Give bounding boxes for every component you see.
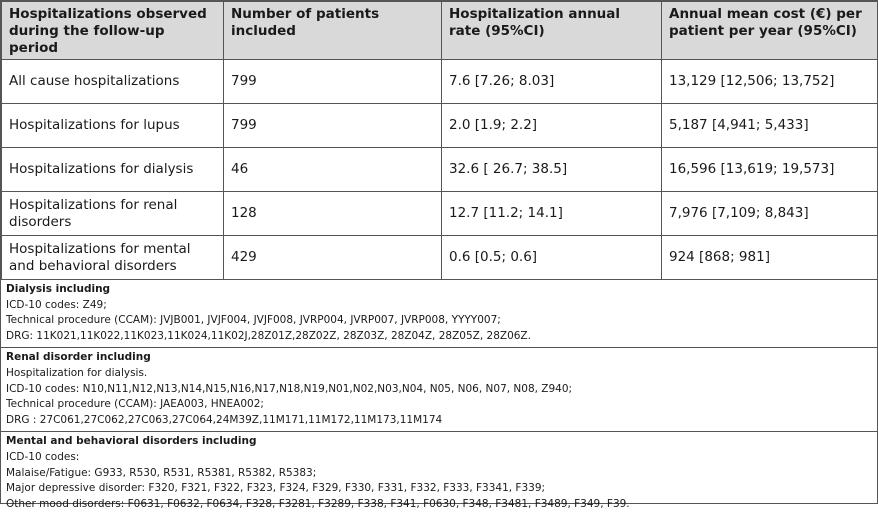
table-cell: 7.6 [7.26; 8.03] [441,59,662,104]
note-line: Hospitalization for dialysis. [6,366,148,379]
note-line: Malaise/Fatigue: G933, R530, R531, R5381… [6,466,317,479]
note-line: Other mood disorders: F0631, F0632, F063… [6,497,630,510]
table-row: Hospitalizations for dialysis 46 32.6 [ 26… [1,147,878,192]
note-line: DRG: 11K021,11K022,11K023,11K024,11K02J,… [6,329,531,342]
table-cell: 799 [223,103,442,148]
table-body: All cause hospitalizations 799 7.6 [7.26; … [1,59,878,280]
header-cell: Annual mean cost (€) per patient per yea… [661,1,878,60]
table-cell: Hospitalizations for renal disorders [1,191,224,236]
table-cell: 12.7 [11.2; 14.1] [441,191,662,236]
note-line: Technical procedure (CCAM): JAEA003, HNE… [6,398,264,411]
table-cell: Hospitalizations for lupus [1,103,224,148]
table-cell: 7,976 [7,109; 8,843] [661,191,878,236]
table-cell: 32.6 [ 26.7; 38.5] [441,147,662,192]
table-cell: 13,129 [12,506; 13,752] [661,59,878,104]
note-section: Mental and behavioral disorders includin… [1,431,877,515]
note-line: Major depressive disorder: F320, F321, F… [6,482,546,495]
note-line: ICD-10 codes: N10,N11,N12,N13,N14,N15,N1… [6,382,573,395]
note-title: Dialysis including [6,283,111,295]
header-cell: Hospitalization annual rate (95%CI) [441,1,662,60]
note-section: Dialysis including ICD-10 codes: Z49; Tech… [1,280,877,347]
table-cell: 2.0 [1.9; 2.2] [441,103,662,148]
note-section: Renal disorder including Hospitalization … [1,347,877,431]
table-cell: All cause hospitalizations [1,59,224,104]
table-cell: 5,187 [4,941; 5,433] [661,103,878,148]
table-cell: 46 [223,147,442,192]
header-cell: Number of patients included [223,1,442,60]
table-cell: 128 [223,191,442,236]
table-cell: 16,596 [13,619; 19,573] [661,147,878,192]
table-row: Hospitalizations for renal disorders 128 1… [1,191,878,236]
notes: Dialysis including ICD-10 codes: Z49; Tech… [1,280,877,515]
note-line: ICD-10 codes: [6,450,80,463]
note-title: Renal disorder including [6,351,151,364]
table-cell: 799 [223,59,442,104]
table-cell: 429 [223,235,442,280]
table-row: Hospitalizations for lupus 799 2.0 [1.9; 2… [1,103,878,148]
table-cell: 924 [868; 981] [661,235,878,280]
table-row: Hospitalizations for mental and behavior… [1,235,878,280]
note-title: Mental and behavioral disorders includin… [6,435,257,448]
table-cell: Hospitalizations for mental and behavior… [1,235,224,280]
data-table: Hospitalizations observed during the fol… [1,1,878,280]
table-cell: Hospitalizations for dialysis [1,147,224,192]
header-cell: Hospitalizations observed during the fol… [1,1,224,60]
note-line: DRG : 27C061,27C062,27C063,27C064,24M39Z… [6,413,443,426]
header-row: Hospitalizations observed during the fol… [1,1,878,60]
table-cell: 0.6 [0.5; 0.6] [441,235,662,280]
table-row: All cause hospitalizations 799 7.6 [7.26; … [1,59,878,104]
note-line: Technical procedure (CCAM): JVJB001, JVJ… [6,314,501,327]
note-line: ICD-10 codes: Z49; [6,298,107,311]
